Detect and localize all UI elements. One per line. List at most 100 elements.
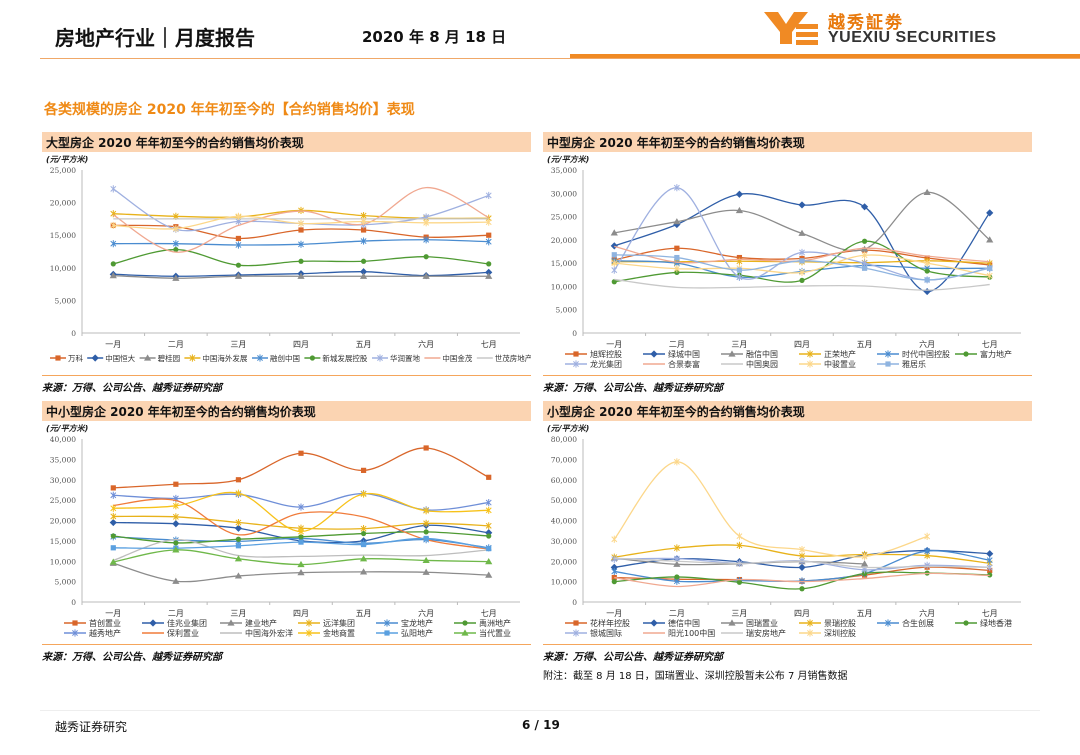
data-point (798, 563, 806, 571)
chart-panel-mid: 中型房企 2020 年年初至今的合约销售均价表现 (元/平方米) 0 5,000 10… (543, 132, 1032, 394)
legend-marker-icon (885, 619, 891, 627)
line-chart-large: (元/平方米) 0 5,000 10,000 15,000 20,000 25,000 一月 二… (46, 155, 531, 363)
data-point (736, 267, 743, 273)
legend-label: 碧桂园 (158, 353, 181, 363)
data-point (860, 560, 869, 567)
data-point (110, 185, 117, 193)
x-tick-label: 三月 (230, 609, 246, 618)
legend-item: 正荣地产 (799, 349, 856, 359)
data-point (860, 203, 869, 211)
chart-title: 大型房企 2020 年年初至今的合约销售均价表现 (42, 132, 531, 152)
data-point (673, 265, 680, 273)
logo-text-en: YUEXIU SECURITIES (828, 29, 997, 46)
legend-item: 远洋集团 (298, 618, 355, 628)
data-point (486, 546, 492, 552)
series-line (113, 539, 489, 562)
data-point (172, 225, 179, 233)
y-tick-label: 0 (71, 329, 76, 338)
chart-title: 中型房企 2020 年年初至今的合约销售均价表现 (543, 132, 1032, 152)
legend-label: 中国海外发展 (202, 353, 247, 363)
x-tick-label: 一月 (606, 340, 622, 349)
legend-label: 佳兆业集团 (167, 618, 207, 628)
data-point (736, 541, 743, 549)
data-point (861, 265, 868, 271)
data-point (234, 572, 243, 579)
data-point (485, 558, 493, 565)
data-point (799, 586, 805, 592)
legend-item: 景瑞控股 (799, 618, 856, 628)
legend-label: 万科 (68, 353, 83, 363)
x-tick-label: 六月 (919, 339, 935, 349)
legend-item: 建业地产 (220, 618, 277, 628)
legend-marker-icon (573, 351, 579, 357)
legend-marker-icon (144, 354, 152, 361)
series-龙湖地产 (110, 212, 492, 233)
y-tick-label: 70,000 (551, 455, 577, 464)
data-point (485, 218, 492, 226)
legend-marker-icon (384, 630, 390, 636)
data-point (110, 221, 117, 230)
legend-label: 国瑞置业 (746, 618, 778, 628)
data-point (422, 556, 430, 564)
y-tick-label: 60,000 (551, 476, 577, 485)
report-date: 2020 年 8 月 18 日 (362, 28, 507, 46)
x-tick-label: 一月 (606, 609, 622, 618)
x-tick-label: 一月 (105, 609, 121, 618)
y-tick-label: 25,000 (50, 166, 76, 175)
data-point (610, 242, 618, 250)
data-point (110, 240, 117, 248)
series-首创置业 (110, 445, 492, 491)
series-碧桂园 (109, 272, 493, 281)
data-point (924, 277, 930, 283)
header-accent-bar (570, 54, 1080, 59)
legend-label: 绿地香港 (980, 618, 1012, 628)
data-point (360, 490, 367, 498)
legend-marker-icon (807, 629, 813, 637)
series-中国海外宏洋 (113, 539, 489, 562)
legend-marker-icon (807, 360, 813, 368)
legend-label: 瑞安房地产 (746, 628, 786, 638)
legend-marker-icon (91, 354, 99, 362)
data-point (110, 533, 116, 539)
logo-mark-icon (764, 12, 818, 45)
series-line (614, 278, 990, 291)
legend-item: 深圳控股 (799, 628, 856, 638)
legend-label: 融信中国 (746, 349, 778, 359)
data-point (673, 560, 681, 567)
legend-label: 雅居乐 (902, 359, 926, 369)
legend-label: 花样年控股 (590, 618, 630, 628)
legend-marker-icon (149, 619, 157, 627)
data-point (861, 570, 868, 577)
chart-source: 来源：万得、公司公告、越秀证券研究部 (543, 644, 1032, 663)
line-chart-midsmall: (元/平方米) 0 5,000 10,000 15,000 20,000 25,000 30,… (46, 424, 520, 638)
page-number: 6 / 19 (522, 718, 560, 732)
data-point (485, 498, 492, 507)
data-point (735, 190, 744, 198)
legend-label: 龙光集团 (590, 359, 622, 369)
x-tick-label: 七月 (481, 609, 497, 618)
data-point (673, 218, 681, 225)
y-tick-label: 50,000 (551, 496, 577, 505)
legend-item: 时代中国控股 (877, 349, 950, 359)
data-point (799, 268, 805, 277)
data-point (673, 544, 680, 552)
legend-item: 旭辉控股 (565, 349, 622, 359)
data-point (298, 258, 304, 264)
data-point (234, 524, 243, 532)
legend-item: 合生创展 (877, 618, 934, 628)
legend-item: 德信中国 (643, 618, 700, 628)
series-新城发展控股 (110, 246, 492, 268)
data-point (297, 569, 305, 576)
data-point (422, 568, 430, 575)
x-tick-label: 五月 (356, 609, 372, 618)
data-point (674, 269, 680, 276)
section-title: 各类规模的房企 2020 年年初至今的【合约销售均价】表现 (44, 102, 415, 118)
x-tick-label: 七月 (982, 340, 998, 349)
data-point (610, 229, 618, 236)
legend-label: 首创置业 (89, 618, 121, 628)
data-point (172, 502, 179, 510)
header-divider (40, 58, 1080, 59)
legend-label: 弘阳地产 (401, 628, 433, 638)
data-point (235, 235, 242, 242)
